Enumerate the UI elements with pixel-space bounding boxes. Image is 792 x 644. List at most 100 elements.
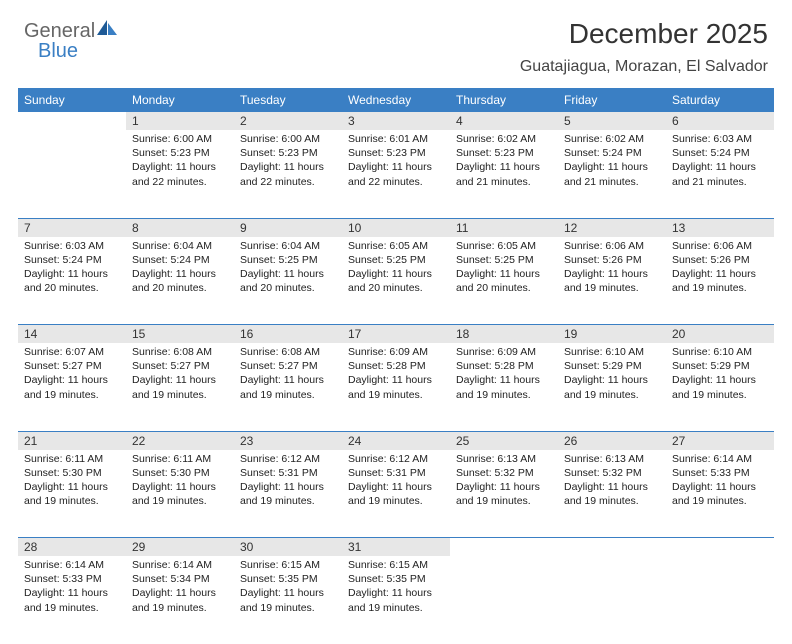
day-body: Sunrise: 6:13 AMSunset: 5:32 PMDaylight:…	[558, 450, 666, 515]
day-body: Sunrise: 6:06 AMSunset: 5:26 PMDaylight:…	[666, 237, 774, 302]
daylight-text: Daylight: 11 hours and 19 minutes.	[348, 586, 444, 614]
daylight-text: Daylight: 11 hours and 19 minutes.	[564, 267, 660, 295]
sunset-text: Sunset: 5:23 PM	[456, 146, 552, 160]
daylight-text: Daylight: 11 hours and 19 minutes.	[672, 480, 768, 508]
sunset-text: Sunset: 5:25 PM	[240, 253, 336, 267]
day-number: 2	[234, 112, 342, 130]
day-number: 6	[666, 112, 774, 130]
sunset-text: Sunset: 5:33 PM	[672, 466, 768, 480]
page-subtitle: Guatajiagua, Morazan, El Salvador	[520, 58, 768, 76]
daylight-text: Daylight: 11 hours and 19 minutes.	[24, 480, 120, 508]
day-number: 10	[342, 219, 450, 237]
day-body: Sunrise: 6:13 AMSunset: 5:32 PMDaylight:…	[450, 450, 558, 515]
sunrise-text: Sunrise: 6:06 AM	[564, 239, 660, 253]
sunset-text: Sunset: 5:25 PM	[456, 253, 552, 267]
day-number: 23	[234, 432, 342, 450]
daylight-text: Daylight: 11 hours and 22 minutes.	[348, 160, 444, 188]
day-number: 13	[666, 219, 774, 237]
day-number: 21	[18, 432, 126, 450]
sunrise-text: Sunrise: 6:05 AM	[456, 239, 552, 253]
calendar-week-bodyrow: Sunrise: 6:00 AMSunset: 5:23 PMDaylight:…	[18, 130, 774, 218]
daylight-text: Daylight: 11 hours and 19 minutes.	[132, 586, 228, 614]
day-number: 5	[558, 112, 666, 130]
day-number: 3	[342, 112, 450, 130]
day-body: Sunrise: 6:15 AMSunset: 5:35 PMDaylight:…	[234, 556, 342, 621]
daylight-text: Daylight: 11 hours and 19 minutes.	[564, 373, 660, 401]
day-number: 9	[234, 219, 342, 237]
daylight-text: Daylight: 11 hours and 19 minutes.	[672, 373, 768, 401]
calendar-week-bodyrow: Sunrise: 6:14 AMSunset: 5:33 PM Daylight:…	[18, 556, 774, 644]
sunrise-text: Sunrise: 6:02 AM	[564, 132, 660, 146]
sunset-text: Sunset: 5:23 PM	[348, 146, 444, 160]
daylight-text: Daylight: 11 hours and 20 minutes.	[240, 267, 336, 295]
sunset-text: Sunset: 5:28 PM	[456, 359, 552, 373]
day-body: Sunrise: 6:02 AMSunset: 5:23 PMDaylight:…	[450, 130, 558, 195]
day-number: 20	[666, 325, 774, 343]
day-number: 4	[450, 112, 558, 130]
calendar-day-header: Thursday	[450, 89, 558, 112]
daylight-text: Daylight: 11 hours and 19 minutes.	[672, 267, 768, 295]
sunrise-text: Sunrise: 6:00 AM	[240, 132, 336, 146]
day-body: Sunrise: 6:10 AMSunset: 5:29 PMDaylight:…	[666, 343, 774, 408]
calendar-week-bodyrow: Sunrise: 6:03 AMSunset: 5:24 PMDaylight:…	[18, 237, 774, 325]
sunrise-text: Sunrise: 6:04 AM	[132, 239, 228, 253]
page-title: December 2025	[520, 18, 768, 50]
day-body: Sunrise: 6:03 AMSunset: 5:24 PMDaylight:…	[18, 237, 126, 302]
sunrise-text: Sunrise: 6:04 AM	[240, 239, 336, 253]
sunrise-text: Sunrise: 6:03 AM	[24, 239, 120, 253]
day-body: Sunrise: 6:02 AMSunset: 5:24 PMDaylight:…	[558, 130, 666, 195]
day-body: Sunrise: 6:07 AMSunset: 5:27 PMDaylight:…	[18, 343, 126, 408]
sunrise-text: Sunrise: 6:10 AM	[564, 345, 660, 359]
logo-text-blue-wrap: Blue	[38, 40, 78, 63]
sunset-text: Sunset: 5:29 PM	[672, 359, 768, 373]
sunrise-text: Sunrise: 6:09 AM	[456, 345, 552, 359]
sunset-text: Sunset: 5:34 PM	[132, 572, 228, 586]
day-number: 31	[342, 538, 450, 556]
day-number: 24	[342, 432, 450, 450]
logo-text-blue: Blue	[38, 40, 78, 62]
sunset-text: Sunset: 5:27 PM	[240, 359, 336, 373]
sunrise-text: Sunrise: 6:14 AM	[24, 558, 120, 572]
sunset-text: Sunset: 5:31 PM	[240, 466, 336, 480]
calendar-day-header: Wednesday	[342, 89, 450, 112]
sunset-text: Sunset: 5:33 PM	[24, 572, 120, 586]
sunset-text: Sunset: 5:32 PM	[564, 466, 660, 480]
day-body: Sunrise: 6:05 AMSunset: 5:25 PMDaylight:…	[342, 237, 450, 302]
day-body: Sunrise: 6:14 AMSunset: 5:33 PMDaylight:…	[666, 450, 774, 515]
day-body: Sunrise: 6:14 AMSunset: 5:34 PMDaylight:…	[126, 556, 234, 621]
sunset-text: Sunset: 5:24 PM	[24, 253, 120, 267]
calendar-week-numrow: 14151617181920	[18, 325, 774, 344]
sunset-text: Sunset: 5:23 PM	[132, 146, 228, 160]
daylight-text: Daylight: 11 hours and 20 minutes.	[132, 267, 228, 295]
calendar-week-bodyrow: Sunrise: 6:11 AMSunset: 5:30 PMDaylight:…	[18, 450, 774, 538]
day-number: 26	[558, 432, 666, 450]
day-body: Sunrise: 6:10 AMSunset: 5:29 PMDaylight:…	[558, 343, 666, 408]
sunrise-text: Sunrise: 6:13 AM	[456, 452, 552, 466]
calendar-header-row: SundayMondayTuesdayWednesdayThursdayFrid…	[18, 89, 774, 112]
sunrise-text: Sunrise: 6:06 AM	[672, 239, 768, 253]
sunset-text: Sunset: 5:23 PM	[240, 146, 336, 160]
daylight-text: Daylight: 11 hours and 20 minutes.	[456, 267, 552, 295]
sunset-text: Sunset: 5:31 PM	[348, 466, 444, 480]
daylight-text: Daylight: 11 hours and 19 minutes.	[132, 373, 228, 401]
day-number: 29	[126, 538, 234, 556]
daylight-text: Daylight: 11 hours and 19 minutes.	[240, 373, 336, 401]
calendar-week-numrow: 21222324252627	[18, 431, 774, 450]
daylight-text: Daylight: 11 hours and 20 minutes.	[348, 267, 444, 295]
calendar-week-numrow: 28293031	[18, 538, 774, 557]
daylight-text: Daylight: 11 hours and 19 minutes.	[348, 480, 444, 508]
day-body: Sunrise: 6:05 AMSunset: 5:25 PMDaylight:…	[450, 237, 558, 302]
day-number: 8	[126, 219, 234, 237]
sunrise-text: Sunrise: 6:11 AM	[132, 452, 228, 466]
day-number: 25	[450, 432, 558, 450]
sunset-text: Sunset: 5:35 PM	[240, 572, 336, 586]
sunset-text: Sunset: 5:25 PM	[348, 253, 444, 267]
sunrise-text: Sunrise: 6:05 AM	[348, 239, 444, 253]
daylight-text: Daylight: 11 hours and 19 minutes.	[240, 586, 336, 614]
daylight-text: Daylight: 11 hours and 21 minutes.	[456, 160, 552, 188]
calendar-week-numrow: 78910111213	[18, 218, 774, 237]
sunset-text: Sunset: 5:24 PM	[132, 253, 228, 267]
daylight-text: Daylight: 11 hours and 19 minutes.	[564, 480, 660, 508]
daylight-text: Daylight: 11 hours and 19 minutes.	[348, 373, 444, 401]
daylight-text: Daylight: 11 hours and 22 minutes.	[132, 160, 228, 188]
